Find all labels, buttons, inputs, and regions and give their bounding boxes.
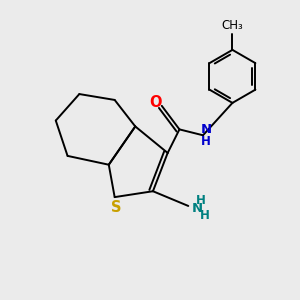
Text: H: H <box>200 209 209 222</box>
Text: H: H <box>196 194 206 207</box>
Text: O: O <box>149 95 162 110</box>
Text: N: N <box>200 124 211 136</box>
Text: CH₃: CH₃ <box>222 19 243 32</box>
Text: H: H <box>201 135 211 148</box>
Text: S: S <box>111 200 122 215</box>
Text: N: N <box>191 202 203 215</box>
